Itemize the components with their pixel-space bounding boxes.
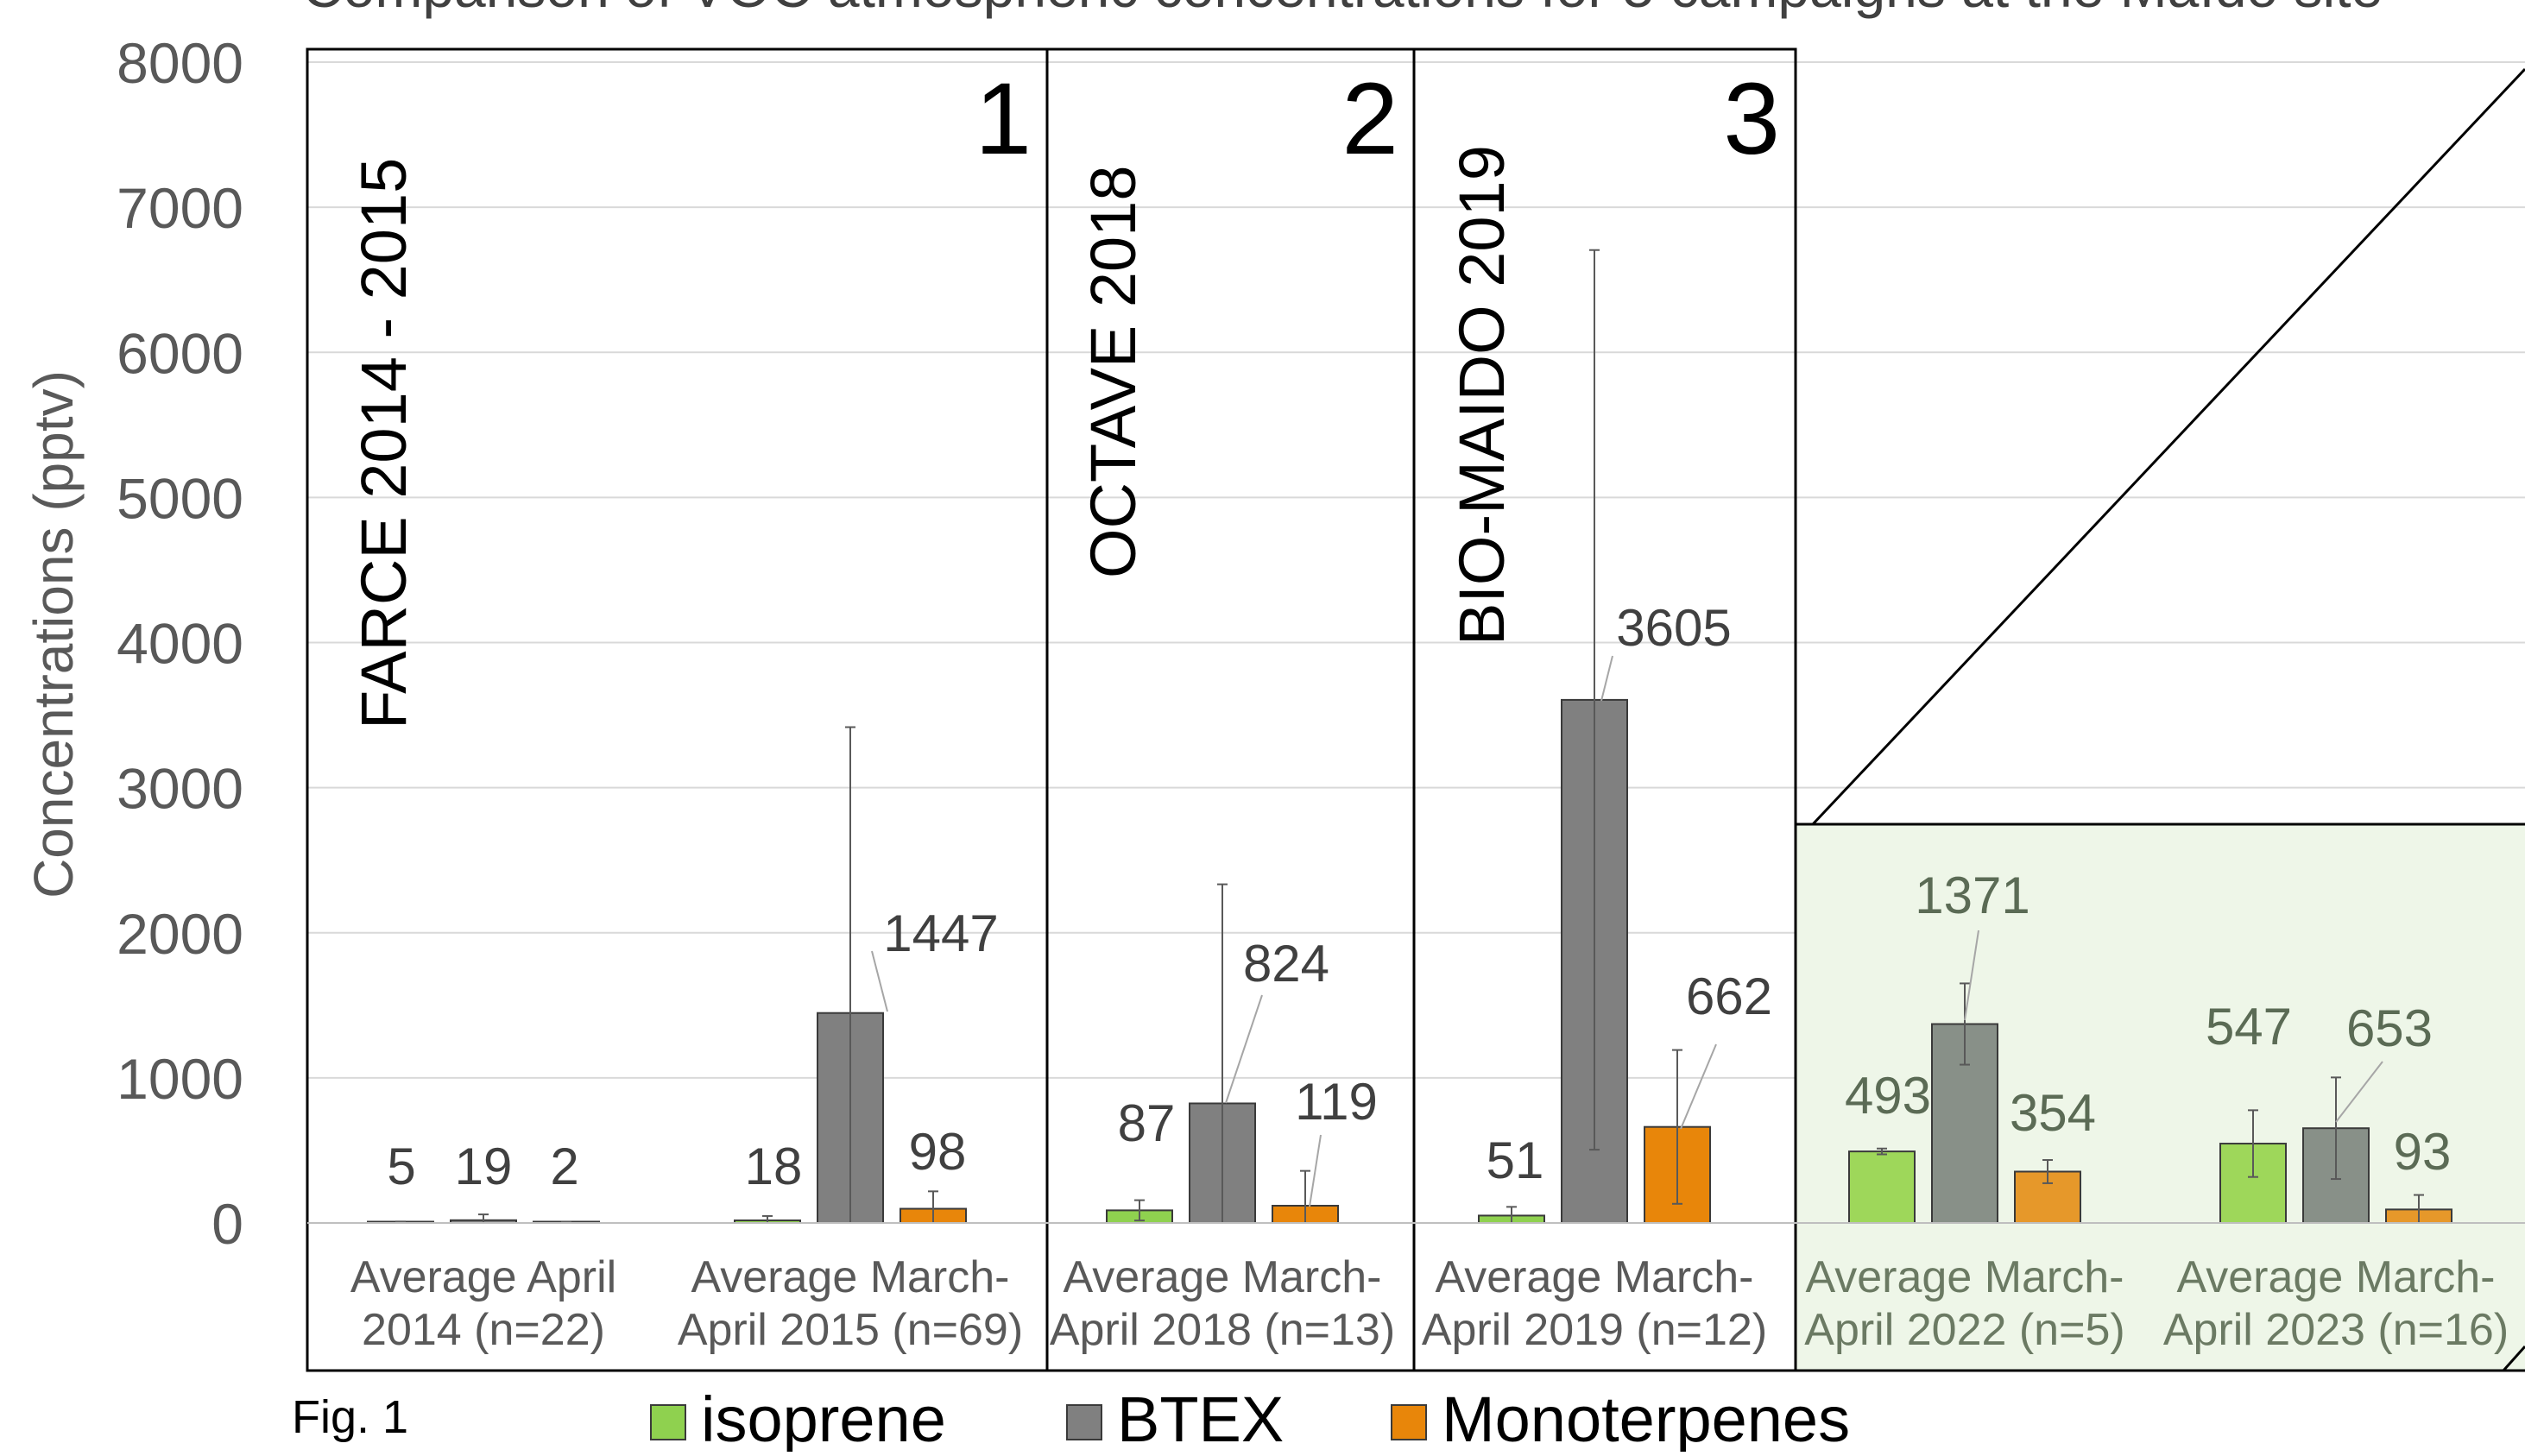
data-label-leader bbox=[1964, 930, 1979, 1021]
y-tick-label: 0 bbox=[211, 1192, 243, 1256]
panel-layer: 1 FARCE 2014 - 2015 2 OCTAVE 2018 3 BIO-MAIDO… bbox=[306, 47, 1797, 1372]
data-label-leader bbox=[871, 950, 888, 1012]
x-tick-label: April 2015 (n=69) bbox=[678, 1305, 1023, 1355]
data-label: 493 bbox=[1845, 1067, 1931, 1125]
legend-swatch-monoterpenes bbox=[1391, 1404, 1427, 1440]
bar-isoprene bbox=[1848, 1150, 1916, 1225]
data-label: 1371 bbox=[1915, 867, 2029, 924]
data-label: 51 bbox=[1487, 1131, 1544, 1189]
bar-layer bbox=[367, 249, 2452, 1225]
data-label: 98 bbox=[909, 1123, 967, 1181]
data-label: 93 bbox=[2394, 1123, 2452, 1181]
campaign-number: 3 bbox=[1723, 62, 1780, 176]
axis-layer: 0 1000 2000 3000 4000 5000 6000 7000 8000 Concent… bbox=[22, 31, 2525, 1355]
legend-swatch-isoprene bbox=[650, 1404, 686, 1440]
x-tick-label: Average April bbox=[350, 1252, 616, 1302]
data-label: 653 bbox=[2346, 999, 2433, 1057]
campaign-number: 1 bbox=[975, 62, 1032, 176]
y-tick-label: 7000 bbox=[117, 176, 243, 240]
data-label-leader bbox=[1680, 1043, 1717, 1130]
data-label: 354 bbox=[2010, 1084, 2096, 1142]
data-label: 1447 bbox=[883, 904, 998, 962]
x-tick-label: April 2018 (n=13) bbox=[1050, 1305, 1395, 1355]
data-label: 19 bbox=[455, 1138, 513, 1195]
highlight-connector-line bbox=[1811, 67, 2525, 826]
data-label-leader bbox=[2335, 1061, 2383, 1123]
highlight-region bbox=[1794, 823, 2525, 1372]
chart-title: Comparison of VOC atmospheric concentrat… bbox=[302, 0, 2383, 19]
y-tick-label: 8000 bbox=[117, 31, 243, 95]
data-label: 87 bbox=[1118, 1094, 1176, 1152]
campaign-name: OCTAVE 2018 bbox=[1077, 166, 1149, 578]
x-tick-label: April 2022 (n=5) bbox=[1804, 1305, 2124, 1355]
y-tick-label: 3000 bbox=[117, 757, 243, 821]
campaign-name: FARCE 2014 - 2015 bbox=[348, 158, 420, 729]
data-label: 547 bbox=[2206, 998, 2292, 1056]
data-label: 662 bbox=[1686, 968, 1772, 1025]
x-tick-label: April 2019 (n=12) bbox=[1422, 1305, 1767, 1355]
campaign-name: BIO-MAIDO 2019 bbox=[1446, 145, 1518, 646]
y-tick-label: 1000 bbox=[117, 1047, 243, 1111]
legend-label: BTEX bbox=[1117, 1384, 1284, 1452]
legend-swatch-btex bbox=[1066, 1404, 1102, 1440]
highlight-connector-line-bottom bbox=[2502, 1346, 2525, 1371]
x-tick-label: Average March- bbox=[1806, 1252, 2124, 1302]
data-label: 2 bbox=[550, 1138, 578, 1195]
data-label-leader bbox=[1600, 655, 1613, 702]
legend-label: isoprene bbox=[701, 1384, 946, 1452]
y-tick-label: 4000 bbox=[117, 612, 243, 676]
x-tick-label: Average March- bbox=[1064, 1252, 1382, 1302]
legend-layer: isoprene BTEX Monoterpenes bbox=[650, 1384, 1850, 1455]
x-tick-label: Average March- bbox=[2177, 1252, 2496, 1302]
grid-layer bbox=[307, 61, 2525, 1224]
highlight-layer bbox=[1794, 67, 2525, 1372]
y-tick-label: 6000 bbox=[117, 321, 243, 385]
data-label-leader bbox=[1309, 1134, 1322, 1207]
data-label-leader bbox=[1225, 994, 1263, 1104]
x-tick-label: Average March- bbox=[1436, 1252, 1754, 1302]
y-tick-label: 5000 bbox=[117, 466, 243, 530]
x-tick-label: April 2023 (n=16) bbox=[2163, 1305, 2509, 1355]
data-label: 5 bbox=[387, 1138, 415, 1195]
x-tick-label: Average March- bbox=[691, 1252, 1010, 1302]
data-label: 18 bbox=[745, 1138, 803, 1195]
campaign-panel bbox=[1412, 47, 1797, 1372]
y-axis-label: Concentrations (pptv) bbox=[22, 370, 85, 898]
data-label: 824 bbox=[1243, 935, 1329, 993]
legend-label: Monoterpenes bbox=[1442, 1384, 1850, 1452]
label-layer: 5 18 87 51 493 547 19 1447 824 3605 1371 653 2 98 119 6… bbox=[387, 599, 2451, 1207]
figure-label: Fig. 1 bbox=[292, 1391, 408, 1443]
y-tick-label: 2000 bbox=[117, 902, 243, 966]
campaign-number: 2 bbox=[1341, 62, 1398, 176]
data-label: 119 bbox=[1295, 1073, 1378, 1131]
x-tick-label: 2014 (n=22) bbox=[362, 1305, 605, 1355]
data-label: 3605 bbox=[1616, 599, 1731, 657]
